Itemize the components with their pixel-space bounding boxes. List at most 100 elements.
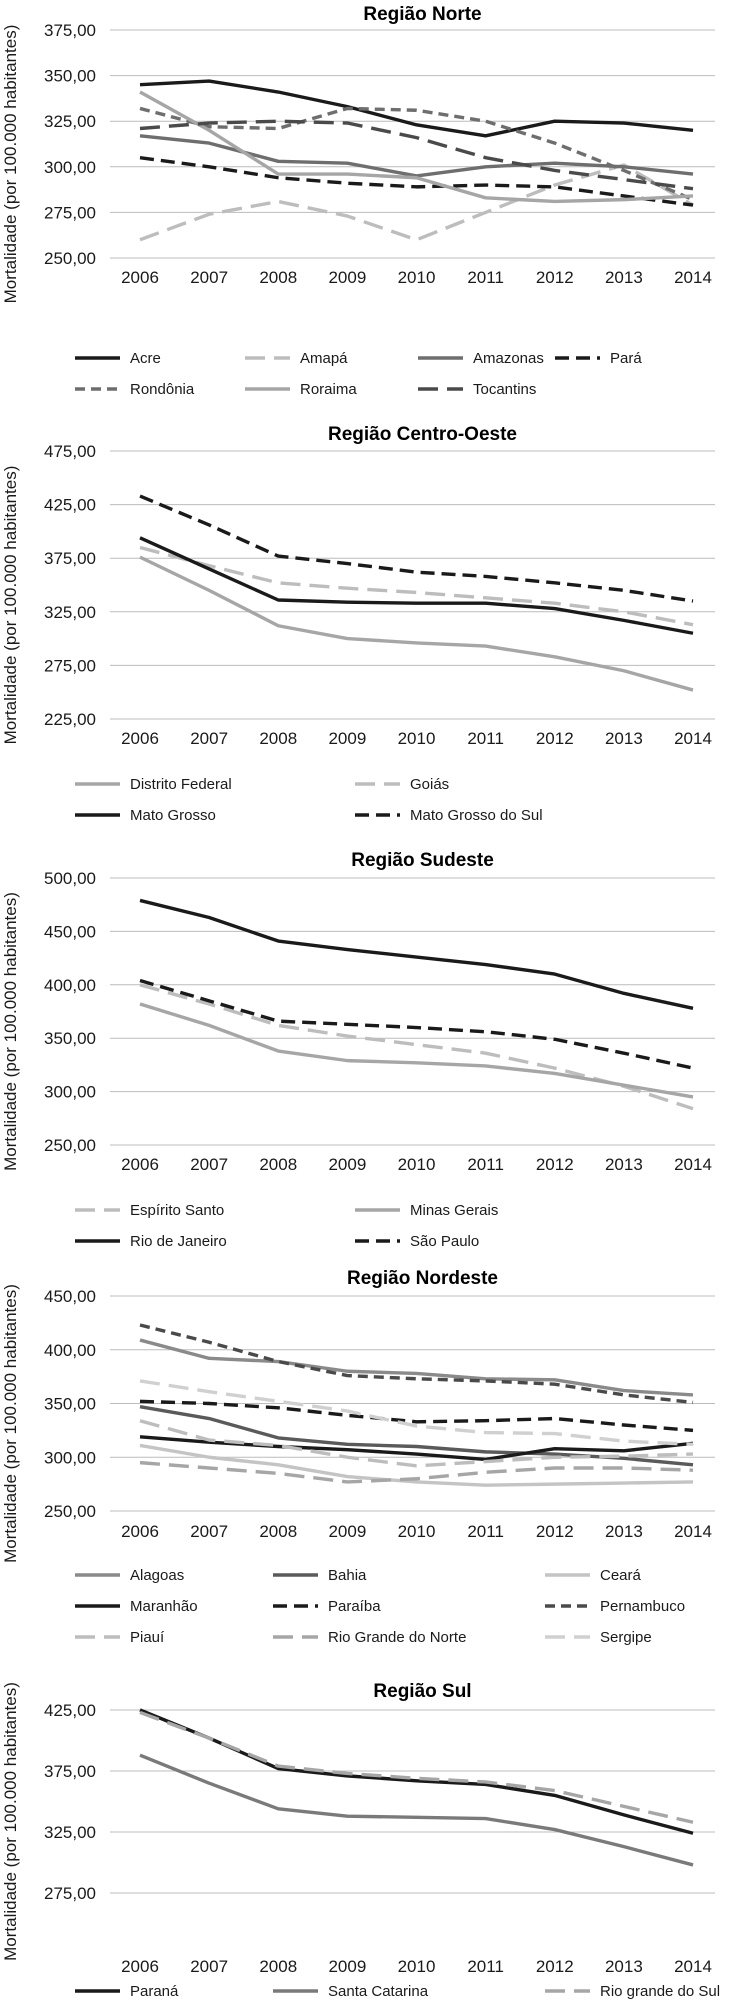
chart-title: Região Sul [373,1681,471,1702]
series-line-maranh-o [139,1435,694,1462]
legend-label: Rio Grande do Norte [328,1629,466,1646]
y-axis-label: Mortalidade (por 100.000 habitantes) [1,892,20,1171]
y-tick-label: 425,00 [44,1701,96,1720]
x-tick-label: 2010 [398,1155,436,1174]
legend-label: Rio de Janeiro [130,1233,227,1250]
x-tick-label: 2010 [398,1957,436,1976]
y-tick-label: 300,00 [44,158,96,177]
legend-label: Rondônia [130,381,195,398]
series-line-paran- [139,1708,694,1835]
legend-label: Piauí [130,1629,165,1646]
x-tick-label: 2011 [467,1957,504,1976]
x-tick-label: 2006 [121,729,159,748]
series-line-tocantins [139,119,694,191]
x-tick-label: 2011 [467,729,504,748]
y-tick-label: 475,00 [44,442,96,461]
y-tick-label: 275,00 [44,203,96,222]
series-line-alagoas [139,1338,694,1397]
x-tick-label: 2007 [190,1957,228,1976]
y-axis-label: Mortalidade (por 100.000 habitantes) [1,25,20,304]
series-line-rio-grande-do-sul [139,1710,694,1824]
y-tick-label: 225,00 [44,710,96,729]
legend-label: Pernambuco [600,1598,685,1615]
x-tick-label: 2012 [536,1155,574,1174]
chart-title: Região Nordeste [347,1268,498,1289]
x-tick-label: 2013 [605,268,643,287]
x-tick-label: 2008 [259,1522,297,1541]
y-tick-label: 325,00 [44,112,96,131]
x-tick-label: 2007 [190,729,228,748]
legend-label: Santa Catarina [328,1983,429,2000]
y-tick-label: 375,00 [44,1762,96,1781]
y-tick-label: 250,00 [44,249,96,268]
series-line-piau- [139,1419,694,1468]
y-tick-label: 250,00 [44,1136,96,1155]
series-line-par- [139,155,694,207]
legend-label: São Paulo [410,1233,479,1250]
y-tick-label: 350,00 [44,67,96,86]
x-tick-label: 2010 [398,268,436,287]
legend-label: Bahia [328,1567,367,1584]
legend-label: Rio grande do Sul [600,1983,720,2000]
panel-2: Região Centro-Oeste Mortalidade (por 100.… [1,424,715,824]
series-line-sergipe [139,1379,694,1447]
series-line-mato-grosso-do-sul [139,494,694,603]
y-tick-label: 500,00 [44,869,96,888]
x-tick-label: 2009 [328,1957,366,1976]
panel-1: Região Norte Mortalidade (por 100.000 hab… [1,4,715,398]
x-tick-label: 2006 [121,1155,159,1174]
chart-title: Região Centro-Oeste [328,424,517,445]
legend-label: Distrito Federal [130,776,232,793]
series-line-mato-grosso [139,536,694,635]
series-line-rio-de-janeiro [139,898,694,1010]
x-tick-label: 2008 [259,1155,297,1174]
x-tick-label: 2006 [121,268,159,287]
x-tick-label: 2008 [259,729,297,748]
x-tick-label: 2013 [605,1957,643,1976]
legend-label: Alagoas [130,1567,184,1584]
x-tick-label: 2009 [328,729,366,748]
x-tick-label: 2006 [121,1957,159,1976]
legend-label: Pará [610,350,642,367]
series-line-amap- [139,163,694,242]
series-line-pernambuco [139,1323,694,1405]
x-tick-label: 2006 [121,1522,159,1541]
x-tick-label: 2010 [398,729,436,748]
series-line-goi-s [139,545,694,627]
series-line-rio-grande-do-norte [139,1460,694,1484]
y-tick-label: 450,00 [44,1287,96,1306]
x-tick-label: 2014 [674,1522,712,1541]
y-tick-label: 250,00 [44,1502,96,1521]
legend-label: Paraná [130,1983,179,2000]
legend-label: Minas Gerais [410,1202,498,1219]
y-tick-label: 400,00 [44,1341,96,1360]
y-tick-label: 375,00 [44,21,96,40]
x-tick-label: 2011 [467,1155,504,1174]
x-tick-label: 2014 [674,1155,712,1174]
series-line-santa-catarina [139,1753,694,1867]
y-tick-label: 300,00 [44,1448,96,1467]
x-tick-label: 2012 [536,1522,574,1541]
legend-label: Roraima [300,381,357,398]
legend-label: Tocantins [473,381,536,398]
series-line-acre [139,79,694,138]
series-line-minas-gerais [139,1002,694,1099]
x-tick-label: 2007 [190,268,228,287]
x-tick-label: 2012 [536,268,574,287]
panel-5: Região Sul Mortalidade (por 100.000 habit… [1,1681,720,2000]
panel-4: Região Nordeste Mortalidade (por 100.000 … [1,1268,715,1646]
x-tick-label: 2009 [328,268,366,287]
legend-label: Mato Grosso [130,807,216,824]
series-line-amazonas [139,134,694,178]
y-tick-label: 300,00 [44,1083,96,1102]
series-line-distrito-federal [139,555,694,692]
y-tick-label: 375,00 [44,549,96,568]
x-tick-label: 2009 [328,1155,366,1174]
y-tick-label: 325,00 [44,603,96,622]
y-tick-label: 275,00 [44,656,96,675]
x-tick-label: 2011 [467,1522,504,1541]
y-axis-label: Mortalidade (por 100.000 habitantes) [1,1284,20,1563]
x-tick-label: 2014 [674,729,712,748]
legend-label: Paraíba [328,1598,381,1615]
chart-title: Região Sudeste [351,850,494,871]
